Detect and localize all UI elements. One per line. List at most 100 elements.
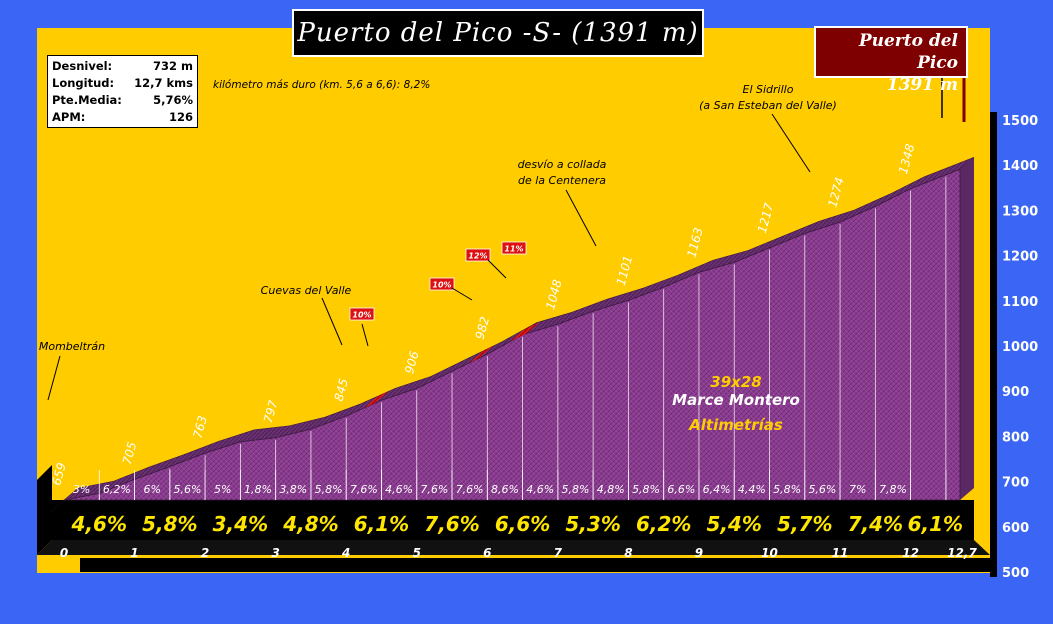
stats-value: 5,76% xyxy=(153,93,193,107)
y-tick-label: 600 xyxy=(1002,521,1029,536)
x-tick-label: 4 xyxy=(341,546,350,560)
place-annotation: desvío a collada xyxy=(518,158,607,171)
y-tick-label: 800 xyxy=(1002,430,1029,445)
base-side-wall xyxy=(37,465,52,555)
half-km-gradient: 5,8% xyxy=(315,483,343,496)
summit-altitude: 1391 m xyxy=(886,75,958,95)
annotation-leader xyxy=(771,113,811,173)
steep-label: 10% xyxy=(352,311,371,320)
y-tick-label: 500 xyxy=(1002,566,1029,581)
half-km-gradient: 5,8% xyxy=(562,483,590,496)
profile-start-face xyxy=(50,500,64,513)
annotation-leader xyxy=(565,189,597,247)
place-annotation: Mombeltrán xyxy=(39,340,105,353)
y-tick-label: 700 xyxy=(1002,476,1029,491)
hardest-km-note: kilómetro más duro (km. 5,6 a 6,6): 8,2% xyxy=(213,79,430,91)
half-km-gradient: 7,8% xyxy=(879,483,907,496)
stats-label: Longitud: xyxy=(52,76,115,90)
x-tick-label: 11 xyxy=(832,546,849,560)
steep-badge xyxy=(465,248,491,262)
x-tick-label: 6 xyxy=(483,546,491,560)
credit-author: Marce Montero xyxy=(672,391,800,409)
km-gradient: 5,8% xyxy=(142,512,197,536)
half-km-gradient: 5,8% xyxy=(773,483,801,496)
half-km-gradient: 5,6% xyxy=(808,483,836,496)
credit-site: Altimetrías xyxy=(688,416,783,434)
steep-badge xyxy=(501,241,527,255)
altitude-label: 763 xyxy=(190,414,209,440)
km-gradient: 6,2% xyxy=(636,512,691,536)
half-km-gradient: 5,6% xyxy=(173,483,201,496)
profile-side-wall xyxy=(960,157,974,500)
km-gradient: 4,6% xyxy=(71,512,127,536)
x-tick-label: 1 xyxy=(130,546,138,560)
stats-value: 126 xyxy=(168,110,193,124)
y-tick-label: 1200 xyxy=(1002,250,1038,265)
annotation-leader xyxy=(321,297,343,346)
x-tick-label: 8 xyxy=(624,546,632,560)
annotation-leader xyxy=(47,355,61,401)
steep-leader xyxy=(487,259,507,279)
steep-label: 10% xyxy=(432,281,451,290)
y-tick-label: 1100 xyxy=(1002,295,1038,310)
km-gradient: 7,6% xyxy=(424,512,479,536)
km-gradient: 5,4% xyxy=(707,512,762,536)
stats-panel: Desnivel: 732 m Longitud: 12,7 kms Pte.M… xyxy=(47,55,198,128)
summit-badge: Puerto del Pico 1391 m xyxy=(814,26,968,95)
km-gradient: 5,3% xyxy=(565,512,620,536)
stats-value: 732 m xyxy=(153,59,193,73)
profile-front-face xyxy=(63,168,961,501)
half-km-gradient: 4,6% xyxy=(385,483,413,496)
half-km-gradient: 1,8% xyxy=(244,483,272,496)
half-km-gradient: 6,6% xyxy=(667,483,695,496)
credit-gear: 39x28 xyxy=(710,373,761,391)
stats-label: Pte.Media: xyxy=(52,93,122,107)
km-gradient: 6,6% xyxy=(495,512,550,536)
chart-title: Puerto del Pico -S- (1391 m) xyxy=(292,9,704,57)
y-tick-label: 1500 xyxy=(1002,114,1038,129)
altitude-label: 982 xyxy=(473,315,492,341)
half-km-gradient: 5,8% xyxy=(632,483,660,496)
steep-section-1 xyxy=(469,346,493,363)
half-km-gradient: 7,6% xyxy=(420,483,448,496)
stats-label: Desnivel: xyxy=(52,59,113,73)
x-tick-label: 9 xyxy=(695,546,703,560)
altitude-label: 659 xyxy=(49,461,68,487)
stats-row-pendiente: Pte.Media: 5,76% xyxy=(52,92,193,109)
half-km-gradient: 6% xyxy=(143,483,160,496)
altitude-label: 906 xyxy=(402,349,422,375)
x-axis-bar xyxy=(80,558,990,572)
steep-badge xyxy=(429,277,455,291)
altitude-label: 705 xyxy=(120,440,139,466)
km-gradient: 7,4% xyxy=(848,512,903,536)
half-km-gradient: 4,4% xyxy=(738,483,766,496)
y-tick-label: 1300 xyxy=(1002,204,1038,219)
km-gradient: 5,7% xyxy=(777,512,832,536)
steep-section-2 xyxy=(509,321,541,342)
km-gradient: 6,1% xyxy=(908,512,963,536)
y-tick-label: 1400 xyxy=(1002,159,1038,174)
summit-name: Puerto del Pico xyxy=(858,31,958,73)
stats-row-apm: APM: 126 xyxy=(52,109,193,126)
place-annotation: Cuevas del Valle xyxy=(261,284,352,297)
half-km-gradient: 6,4% xyxy=(703,483,731,496)
steep-leader xyxy=(451,287,473,301)
half-km-gradient: 6,2% xyxy=(103,483,131,496)
place-annotation: de la Centenera xyxy=(518,174,606,187)
stats-label: APM: xyxy=(52,110,86,124)
y-tick-label: 900 xyxy=(1002,385,1029,400)
km-gradient: 6,1% xyxy=(354,512,409,536)
place-annotation: El Sidrillo xyxy=(743,83,794,96)
half-km-gradient: 7% xyxy=(849,483,866,496)
x-tick-label: 3 xyxy=(271,546,279,560)
km-gradient: 3,4% xyxy=(213,512,268,536)
steep-badge xyxy=(349,307,375,321)
km-gradient: 4,8% xyxy=(282,512,338,536)
half-km-gradient: 7,6% xyxy=(350,483,378,496)
floor-edge xyxy=(37,540,990,555)
steep-label: 12% xyxy=(468,252,487,261)
gradient-band-background xyxy=(52,500,974,540)
y-axis-spine xyxy=(990,112,997,577)
y-tick-label: 1000 xyxy=(1002,340,1038,355)
